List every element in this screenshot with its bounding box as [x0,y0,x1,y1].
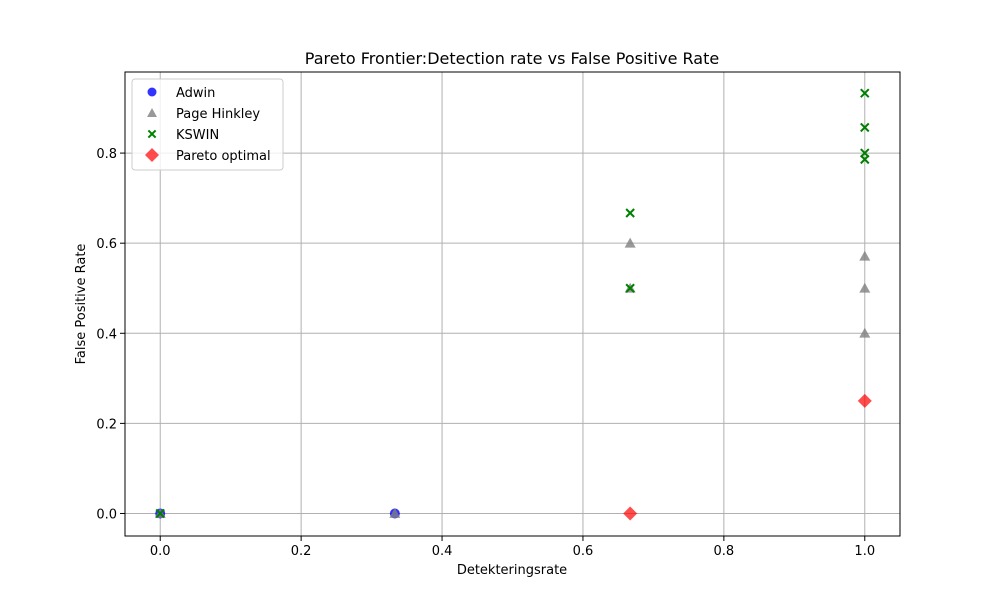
kswin-point [860,88,870,98]
data-points [154,88,872,521]
legend-marker-pareto-optimal [145,148,159,162]
legend-label-pareto-optimal: Pareto optimal [176,149,271,164]
y-axis-label: False Positive Rate [74,244,89,365]
legend-marker-page-hinkley [147,108,157,117]
pareto-optimal-point [857,393,872,408]
axis-ticks: 0.0 0.2 0.4 0.6 0.8 1.0 0.0 0.2 0.4 0.6 0.8 [96,147,875,559]
legend-label-page-hinkley: Page Hinkley [176,107,260,122]
page-hinkley-point [859,250,871,261]
y-tick-label: 0.6 [96,237,117,252]
y-tick-label: 0.0 [96,507,117,522]
legend-label-adwin: Adwin [176,86,215,101]
kswin-point [860,122,870,133]
x-axis-label: Detekteringsrate [457,563,567,578]
kswin-point [625,208,635,218]
page-hinkley-point [859,282,871,293]
plot-area-frame [124,71,901,537]
y-tick-label: 0.2 [96,417,117,432]
kswin-point [155,508,165,519]
kswin-point [625,283,635,293]
x-tick-label: 0.4 [432,544,453,559]
y-tick-label: 0.4 [96,327,117,342]
y-tick-label: 0.8 [96,147,117,162]
x-tick-label: 0.0 [150,544,171,559]
x-tick-label: 1.0 [854,544,875,559]
legend-label-kswin: KSWIN [176,128,219,143]
grid-lines [125,72,900,536]
chart-title: Pareto Frontier:Detection rate vs False … [305,49,719,68]
kswin-point [860,154,870,165]
x-tick-label: 0.2 [291,544,312,559]
x-tick-label: 0.6 [573,544,594,559]
legend-marker-kswin [147,129,157,139]
legend: Adwin Page Hinkley KSWIN Pareto optimal [131,78,284,171]
x-tick-label: 0.8 [714,544,735,559]
legend-marker-adwin [147,87,157,97]
legend-box [131,78,284,171]
page-hinkley-point [389,507,401,518]
page-hinkley-point [624,237,636,248]
legend-items: Adwin Page Hinkley KSWIN Pareto optimal [145,86,271,164]
page-hinkley-point [859,327,871,338]
pareto-optimal-point [623,506,638,521]
